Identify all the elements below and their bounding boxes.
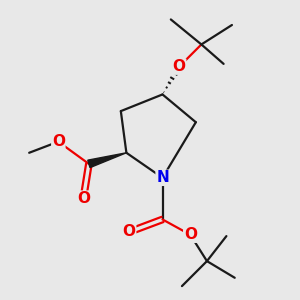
Text: O: O bbox=[52, 134, 65, 149]
Text: O: O bbox=[123, 224, 136, 239]
Text: O: O bbox=[184, 227, 197, 242]
Text: O: O bbox=[173, 59, 186, 74]
Polygon shape bbox=[88, 153, 126, 168]
Text: O: O bbox=[77, 191, 90, 206]
Text: N: N bbox=[156, 170, 169, 185]
